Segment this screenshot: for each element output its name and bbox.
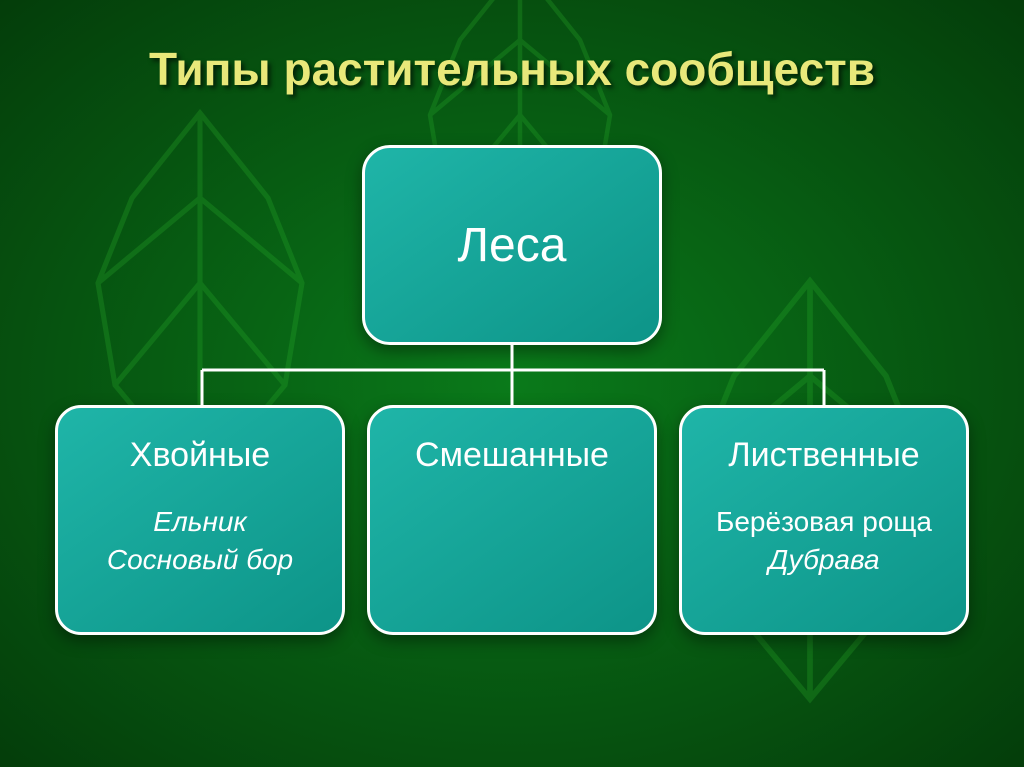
child-example: Ельник (153, 503, 246, 541)
child-label: Смешанные (415, 436, 609, 475)
children-row: Хвойные Ельник Сосновый бор Смешанные Ли… (55, 405, 969, 635)
root-node: Леса (362, 145, 662, 345)
child-node-mixed: Смешанные (367, 405, 657, 635)
root-label: Леса (458, 218, 567, 273)
child-label: Хвойные (130, 436, 270, 475)
slide-title: Типы растительных сообществ (0, 42, 1024, 96)
tree-diagram: Леса Хвойные Ельник Сосновый бор Смешанн… (0, 145, 1024, 635)
connectors (162, 345, 862, 405)
child-example: Дубрава (768, 541, 879, 579)
child-node-deciduous: Лиственные Берёзовая роща Дубрава (679, 405, 969, 635)
child-example: Берёзовая роща (716, 503, 932, 541)
child-node-conifer: Хвойные Ельник Сосновый бор (55, 405, 345, 635)
child-example: Сосновый бор (107, 541, 293, 579)
child-label: Лиственные (728, 436, 919, 475)
